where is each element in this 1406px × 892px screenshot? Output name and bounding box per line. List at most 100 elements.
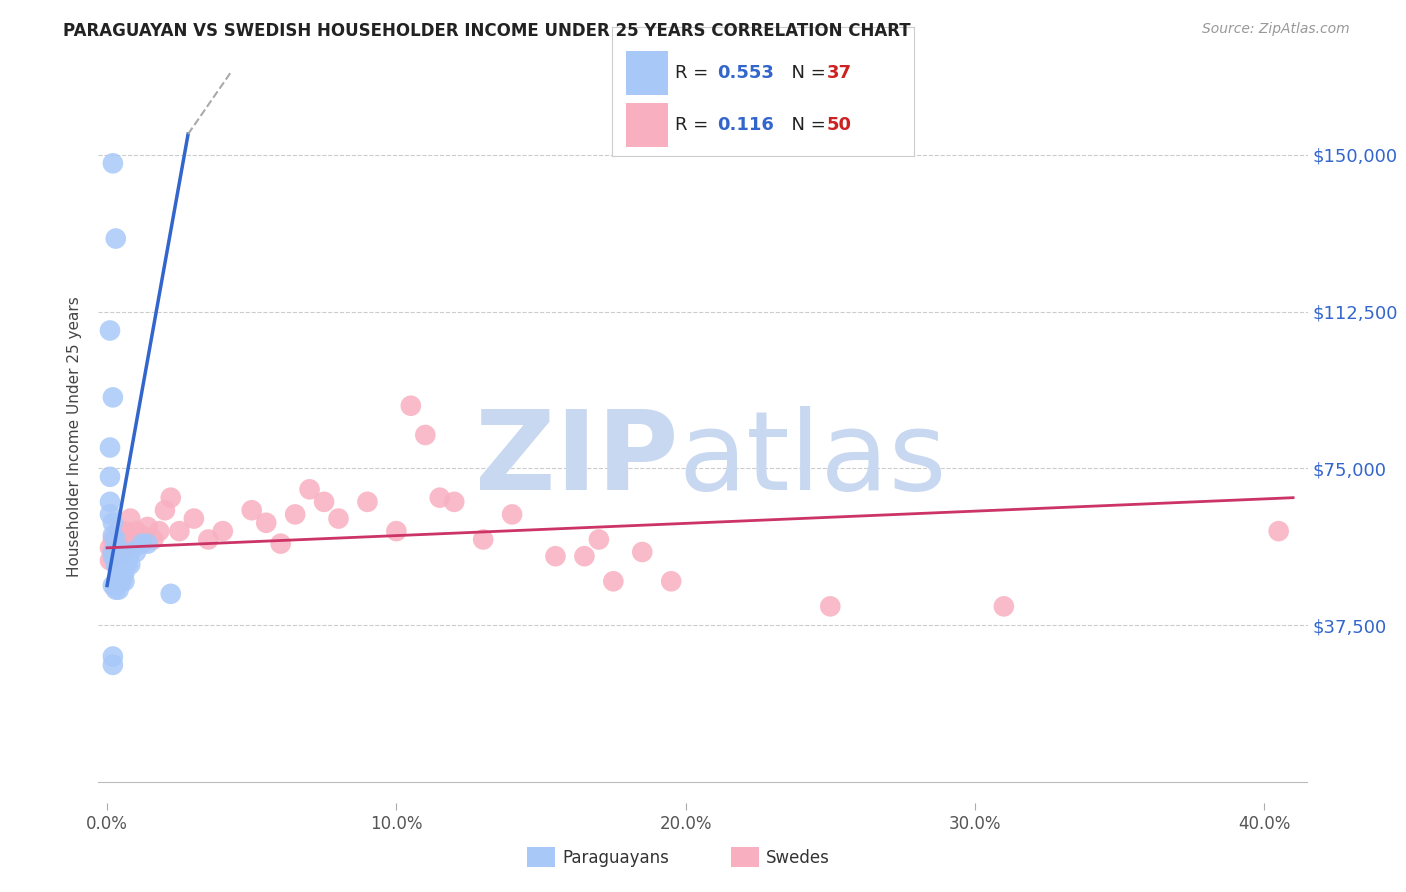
Point <box>110 533 132 547</box>
Point <box>117 533 139 547</box>
Text: Swedes: Swedes <box>766 849 830 867</box>
Point <box>820 599 842 614</box>
Point <box>631 545 654 559</box>
Point <box>107 582 129 597</box>
Point <box>104 533 127 547</box>
Point <box>328 511 350 525</box>
Point <box>356 495 378 509</box>
Point <box>136 520 159 534</box>
Point <box>602 574 624 589</box>
Point <box>240 503 263 517</box>
Point <box>413 428 436 442</box>
Point <box>101 578 124 592</box>
Point <box>101 545 124 559</box>
Text: R =: R = <box>675 116 720 134</box>
Point <box>101 156 124 170</box>
Point <box>254 516 277 530</box>
Text: N =: N = <box>780 116 832 134</box>
Point <box>114 574 136 589</box>
Point <box>101 516 124 530</box>
Point <box>131 536 153 550</box>
Point <box>114 566 136 580</box>
Point <box>101 549 124 564</box>
Text: Paraguayans: Paraguayans <box>562 849 669 867</box>
Point <box>120 545 142 559</box>
Point <box>544 549 567 564</box>
Text: Source: ZipAtlas.com: Source: ZipAtlas.com <box>1202 22 1350 37</box>
Point <box>104 536 127 550</box>
Y-axis label: Householder Income Under 25 years: Householder Income Under 25 years <box>67 297 83 577</box>
Text: N =: N = <box>780 64 832 82</box>
Point <box>993 599 1015 614</box>
Point <box>98 495 121 509</box>
Point <box>98 541 121 555</box>
Text: ZIP: ZIP <box>475 406 679 513</box>
Point <box>385 524 408 538</box>
Point <box>101 390 124 404</box>
Point <box>104 553 127 567</box>
Point <box>298 483 321 497</box>
Point <box>125 524 148 538</box>
Point <box>104 578 127 592</box>
Point <box>443 495 465 509</box>
Point <box>183 511 205 525</box>
Point <box>501 508 523 522</box>
Point <box>104 541 127 555</box>
Point <box>125 545 148 559</box>
Text: 0.116: 0.116 <box>717 116 773 134</box>
Point <box>101 533 124 547</box>
Point <box>101 528 124 542</box>
Text: 0.553: 0.553 <box>717 64 773 82</box>
Point <box>429 491 451 505</box>
Text: 50: 50 <box>827 116 852 134</box>
Point <box>101 649 124 664</box>
Point <box>131 528 153 542</box>
Point <box>98 553 121 567</box>
Point <box>110 570 132 584</box>
Point <box>104 558 127 572</box>
Point <box>98 470 121 484</box>
Text: R =: R = <box>675 64 714 82</box>
Point <box>107 558 129 572</box>
Point <box>159 491 181 505</box>
Point <box>284 508 307 522</box>
Point <box>101 657 124 672</box>
Point <box>107 524 129 538</box>
Point <box>136 536 159 550</box>
Point <box>117 558 139 572</box>
Point <box>120 511 142 525</box>
Point <box>128 533 150 547</box>
Point <box>574 549 596 564</box>
Point <box>472 533 495 547</box>
Point <box>98 324 121 338</box>
Text: PARAGUAYAN VS SWEDISH HOUSEHOLDER INCOME UNDER 25 YEARS CORRELATION CHART: PARAGUAYAN VS SWEDISH HOUSEHOLDER INCOME… <box>63 22 911 40</box>
Point <box>122 536 145 550</box>
Point <box>98 508 121 522</box>
Text: 37: 37 <box>827 64 852 82</box>
Point <box>101 545 124 559</box>
Point <box>148 524 170 538</box>
Point <box>159 587 181 601</box>
Point <box>110 566 132 580</box>
Point <box>110 545 132 559</box>
Point <box>107 541 129 555</box>
Point <box>110 574 132 589</box>
Point <box>98 441 121 455</box>
Point <box>588 533 610 547</box>
Point <box>107 566 129 580</box>
Point <box>114 524 136 538</box>
Point <box>197 533 219 547</box>
Point <box>169 524 191 538</box>
Point <box>153 503 176 517</box>
Point <box>312 495 335 509</box>
Point <box>659 574 682 589</box>
Point <box>142 533 165 547</box>
Point <box>1267 524 1289 538</box>
Point <box>120 558 142 572</box>
Text: atlas: atlas <box>679 406 948 513</box>
Point <box>104 231 127 245</box>
Point <box>211 524 233 538</box>
Point <box>107 562 129 576</box>
Point <box>104 582 127 597</box>
Point <box>104 549 127 564</box>
